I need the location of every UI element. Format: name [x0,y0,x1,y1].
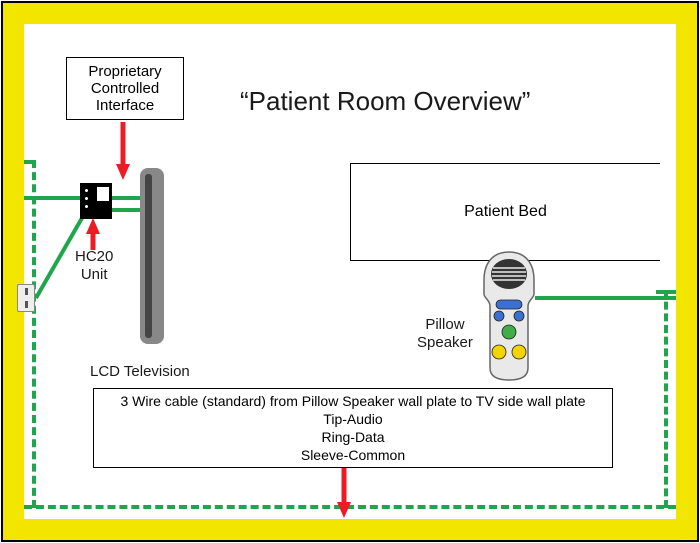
box-line: 3 Wire cable (standard) from Pillow Spea… [120,392,585,410]
box-line: Tip-Audio [323,410,382,428]
box-line: Controlled [91,80,159,97]
patient-bed-box: Patient Bed [350,163,660,261]
arrow-up-icon [86,218,100,250]
proprietary-interface-box: Proprietary Controlled Interface [66,57,184,120]
cable-info-box: 3 Wire cable (standard) from Pillow Spea… [93,388,613,468]
box-label: Patient Bed [464,203,547,221]
lcd-tv-body [140,168,164,344]
hc20-unit-icon [80,183,112,219]
lcd-tv-screen [145,174,152,338]
box-line: Proprietary [88,63,161,80]
arrow-down-icon [116,122,130,182]
lcd-tv-label: LCD Television [90,363,190,381]
box-line: Ring-Data [321,428,384,446]
diagram-title: “Patient Room Overview” [240,86,530,117]
pillow-speaker-icon [480,250,538,382]
wall-outlet-icon [17,284,35,312]
box-line: Sleeve-Common [301,446,405,464]
pillow-speaker-label: Pillow Speaker [417,316,473,352]
arrow-down-icon [337,468,351,520]
box-line: Interface [96,97,154,114]
hc20-label: HC20 Unit [75,248,113,284]
